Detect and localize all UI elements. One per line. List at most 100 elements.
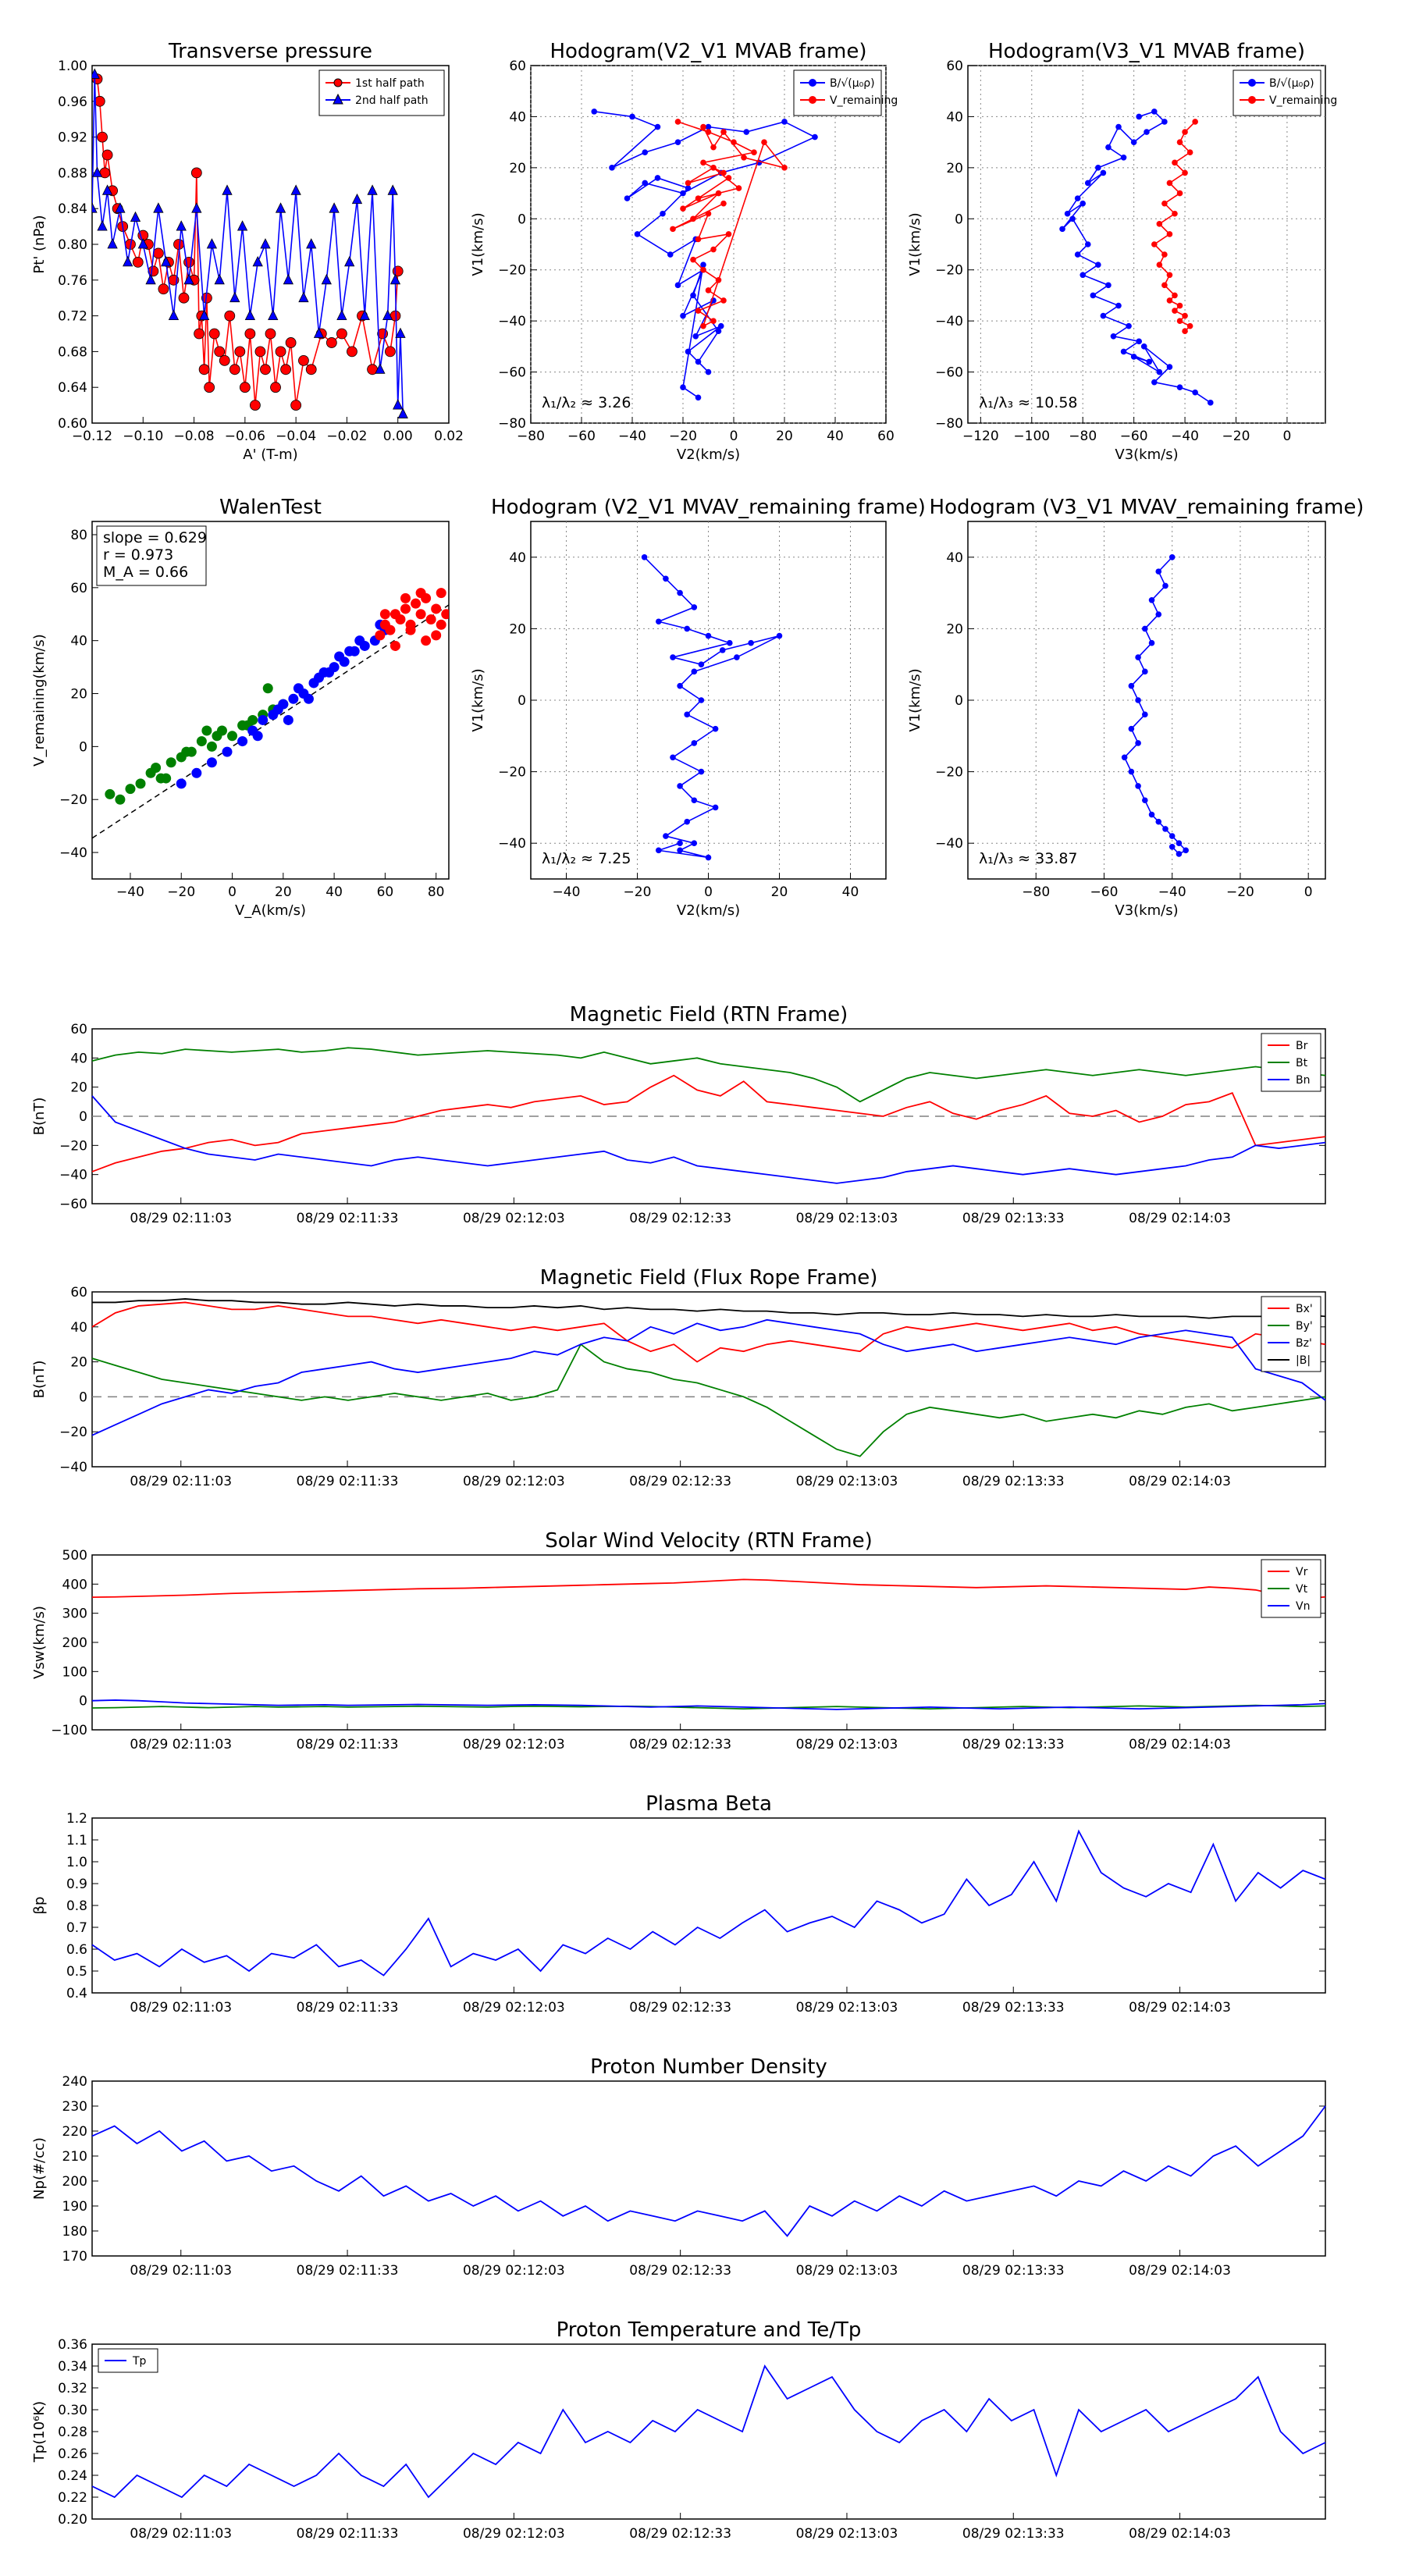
data-point [720,297,727,304]
data-point [725,231,732,237]
data-point [354,635,365,646]
x-tick-label: 0.02 [434,429,464,444]
data-point [695,308,702,314]
x-tick-label: 08/29 02:12:03 [463,1474,565,1489]
x-tick-label: −20 [1226,884,1254,900]
data-point [254,346,266,358]
data-point [1168,843,1176,850]
x-tick-label: 08/29 02:13:33 [962,1474,1065,1489]
y-tick-label: 0.6 [66,1942,87,1958]
data-point [415,588,426,599]
data-point [690,256,696,263]
data-point [1080,200,1087,207]
y-tick-label: 0.76 [58,273,87,289]
data-point [393,399,404,410]
data-point [1105,144,1112,151]
legend-marker [333,78,343,87]
data-point [698,768,705,775]
chart-h1: Hodogram(V2_V1 MVAB frame) −80 −60 −40 −20 0 2… [470,40,898,463]
y-tick-label: 40 [509,109,526,125]
x-tick-label: 08/29 02:13:03 [796,1211,898,1226]
data-point [298,354,309,366]
data-point [1155,818,1162,825]
series-line-Bz' [91,1318,1326,1436]
data-point [684,711,690,718]
legend: B/√(μ₀ρ) V_remaining [793,69,898,116]
y-tick-label: 0.8 [66,1898,87,1914]
data-point [691,604,698,610]
y-tick-label: −20 [59,792,87,808]
x-tick-label: 08/29 02:11:33 [297,1474,399,1489]
data-point [1115,302,1122,309]
data-point [1115,123,1122,130]
data-point [677,589,683,596]
x-tick-label: 60 [377,884,394,900]
data-point [252,256,263,267]
data-point [375,363,386,374]
data-point [387,184,398,195]
x-tick-label: 08/29 02:12:33 [629,2000,731,2016]
x-tick-label: 08/29 02:14:03 [1129,2263,1231,2279]
x-tick-label: 08/29 02:11:03 [130,2526,232,2542]
legend-label: Vr [1296,1566,1308,1578]
data-point [1144,129,1150,135]
data-point [720,169,727,176]
data-point [1166,180,1173,187]
y-tick-label: −20 [498,263,526,279]
data-point [1080,272,1087,279]
x-tick-label: 08/29 02:12:33 [629,2526,731,2542]
x-tick-label: 08/29 02:11:33 [297,2526,399,2542]
x-tick-label: 08/29 02:13:33 [962,2000,1065,2016]
y-tick-label: −80 [935,416,963,432]
legend: Br Bt Bn [1261,1033,1321,1092]
data-point [206,238,218,249]
data-point [1136,113,1142,120]
data-point [1186,322,1193,329]
y-tick-label: 0.22 [58,2490,87,2506]
data-point [1064,210,1071,217]
chart-title: Hodogram(V2_V1 MVAB frame) [550,40,866,63]
data-point [1207,400,1214,406]
plot-area [91,1554,1326,1731]
plot-area [91,2080,1326,2257]
data-point [1135,783,1141,789]
y-tick-label: 20 [70,1355,87,1371]
x-tick-label: −40 [618,429,646,444]
data-point [629,113,635,120]
y-tick-label: 40 [70,1320,87,1336]
data-point [262,683,273,694]
data-point [379,609,390,620]
y-tick-label: −60 [498,365,526,381]
data-point [347,346,357,358]
x-tick-label: 08/29 02:11:33 [297,2000,399,2016]
data-point [375,630,386,641]
data-point [305,364,317,375]
data-point [695,394,702,401]
data-point [1142,797,1148,804]
y-tick-label: 0.26 [58,2446,87,2462]
data-point [670,226,676,233]
data-point [1151,241,1158,247]
data-point [1161,282,1168,289]
y-tick-label: 200 [62,2174,87,2190]
data-point [695,236,702,243]
x-tick-label: −20 [669,429,697,444]
chart-h3: Hodogram (V2_V1 MVAV_remaining frame) −40… [470,496,926,919]
data-point [1135,654,1141,660]
y-tick-label: 240 [62,2074,87,2090]
fit-line [92,604,449,839]
data-point [1192,389,1198,396]
chart-title: Hodogram (V2_V1 MVAV_remaining frame) [491,496,926,519]
data-point [684,818,690,825]
data-point [400,592,411,603]
data-point [725,175,732,181]
chart-mag_fr: Magnetic Field (Flux Rope Frame) −40 −20 0 2… [31,1266,1326,1489]
data-point [367,184,378,195]
data-point [168,309,180,321]
data-point [1176,384,1183,391]
data-point [283,714,293,725]
data-point [698,697,705,703]
series-line-Beta [91,1829,1326,1976]
data-point [720,129,727,135]
x-tick-label: 08/29 02:12:33 [629,1474,731,1489]
